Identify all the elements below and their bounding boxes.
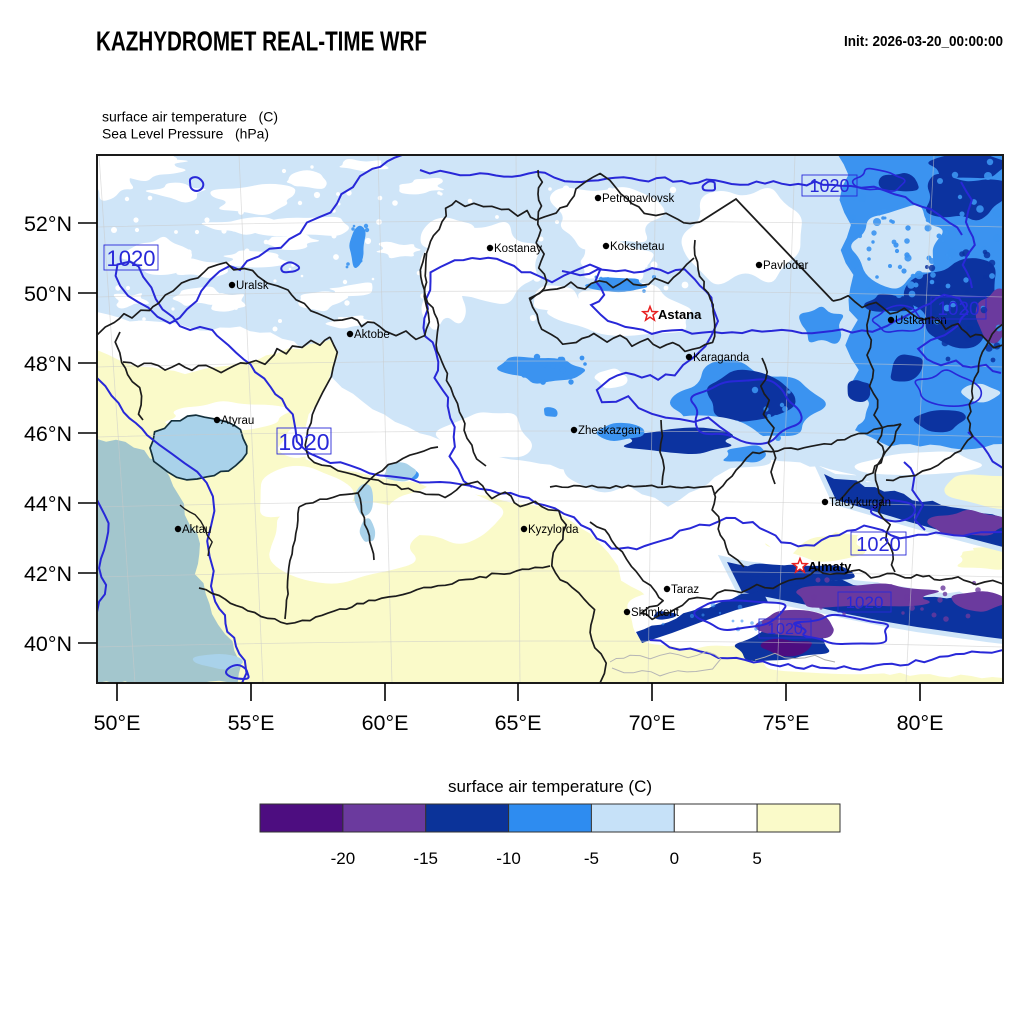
svg-text:50°N: 50°N (24, 282, 72, 306)
svg-text:KAZHYDROMET REAL-TIME WRF: KAZHYDROMET REAL-TIME WRF (96, 26, 427, 57)
svg-text:1020: 1020 (107, 246, 156, 271)
svg-text:Petropavlovsk: Petropavlovsk (602, 193, 674, 205)
svg-text:-5: -5 (584, 849, 599, 868)
svg-text:Aktobe: Aktobe (354, 329, 390, 341)
svg-text:1020: 1020 (846, 593, 884, 612)
svg-text:Kostanay: Kostanay (494, 243, 542, 255)
svg-text:Zheskazgan: Zheskazgan (578, 425, 641, 437)
svg-text:80°E: 80°E (897, 711, 944, 735)
svg-text:Kyzylorda: Kyzylorda (528, 524, 579, 536)
svg-text:surface air temperature (C): surface air temperature (C) (102, 109, 278, 125)
svg-text:48°N: 48°N (24, 352, 72, 376)
svg-text:Uralsk: Uralsk (236, 280, 269, 292)
svg-text:Taraz: Taraz (671, 584, 699, 596)
svg-text:Sea Level Pressure (hPa): Sea Level Pressure (hPa) (102, 126, 269, 142)
svg-text:Astana: Astana (658, 307, 702, 322)
svg-text:1020: 1020 (767, 621, 803, 638)
svg-text:60°E: 60°E (362, 711, 409, 735)
svg-text:Karaganda: Karaganda (693, 352, 750, 364)
svg-text:Atyrau: Atyrau (221, 415, 254, 427)
svg-text:Taldykurgan: Taldykurgan (829, 497, 891, 509)
svg-text:50°E: 50°E (94, 711, 141, 735)
svg-text:1020: 1020 (937, 299, 979, 320)
svg-text:1020: 1020 (809, 176, 849, 196)
svg-text:40°N: 40°N (24, 632, 72, 656)
svg-text:70°E: 70°E (629, 711, 676, 735)
svg-text:1020: 1020 (856, 534, 901, 556)
svg-text:surface air temperature (C): surface air temperature (C) (448, 777, 652, 796)
svg-text:-20: -20 (331, 849, 356, 868)
svg-text:1020: 1020 (278, 429, 329, 455)
svg-text:75°E: 75°E (763, 711, 810, 735)
svg-text:5: 5 (752, 849, 761, 868)
svg-text:Init: 2026-03-20_00:00:00: Init: 2026-03-20_00:00:00 (844, 34, 1003, 50)
svg-text:44°N: 44°N (24, 492, 72, 516)
svg-text:Kokshetau: Kokshetau (610, 241, 664, 253)
svg-text:52°N: 52°N (24, 212, 72, 236)
svg-text:Aktau: Aktau (182, 524, 211, 536)
svg-text:-10: -10 (496, 849, 521, 868)
svg-text:55°E: 55°E (228, 711, 275, 735)
svg-text:Almaty: Almaty (808, 559, 852, 574)
svg-text:Pavlodar: Pavlodar (763, 260, 809, 272)
svg-text:42°N: 42°N (24, 562, 72, 586)
svg-text:Shimkent: Shimkent (631, 607, 680, 619)
svg-text:65°E: 65°E (495, 711, 542, 735)
svg-text:Ustkamen: Ustkamen (895, 315, 947, 327)
svg-text:46°N: 46°N (24, 422, 72, 446)
svg-text:-15: -15 (413, 849, 438, 868)
svg-text:0: 0 (670, 849, 679, 868)
